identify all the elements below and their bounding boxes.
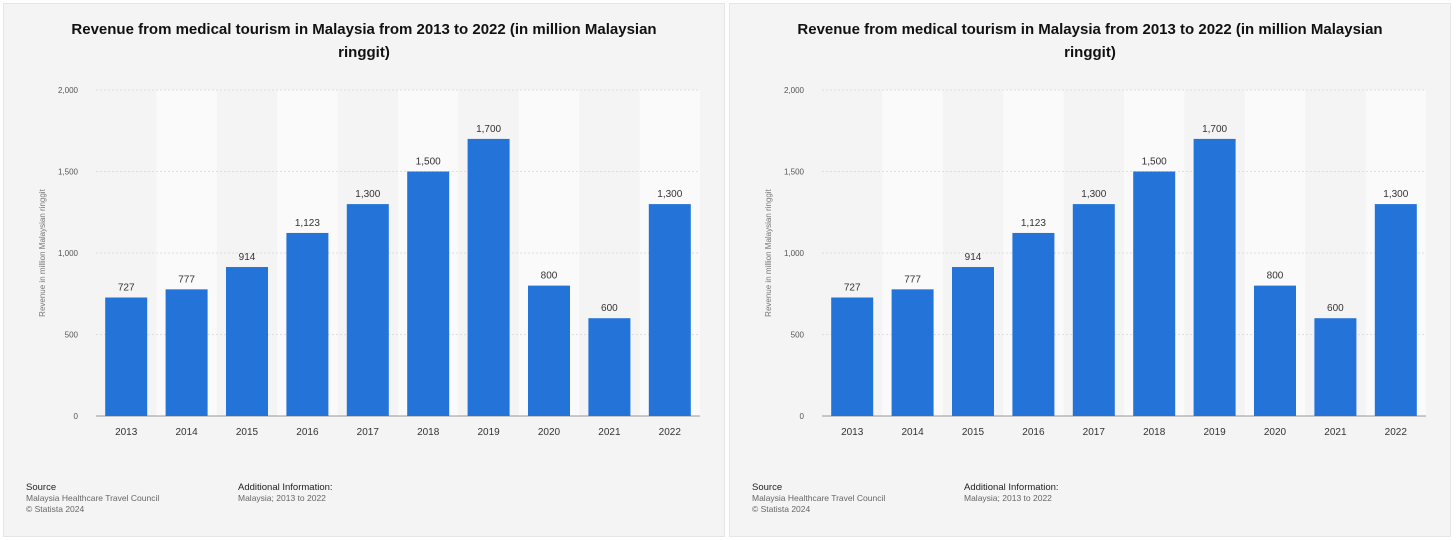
bar-2015[interactable] — [226, 267, 268, 416]
data-label: 1,500 — [1142, 157, 1167, 168]
data-label: 600 — [1327, 303, 1344, 314]
bar-2017[interactable] — [1072, 204, 1115, 416]
data-label: 1,300 — [1383, 189, 1408, 200]
bar-2021[interactable] — [1314, 318, 1357, 416]
y-axis-label: Revenue in million Malaysian ringgit — [764, 188, 773, 316]
bar-chart: 0 500 1,000 1,500 2,000 Revenue in million Ma… — [38, 86, 700, 438]
x-tick-label: 2015 — [236, 427, 259, 438]
bar-2016[interactable] — [286, 232, 329, 416]
y-tick-label: 1,500 — [784, 168, 805, 177]
bar-2022[interactable] — [648, 204, 691, 416]
y-tick-label: 2,000 — [784, 86, 805, 95]
bar-2018[interactable] — [407, 171, 450, 417]
y-tick-label: 0 — [800, 412, 805, 421]
x-tick-label: 2019 — [1203, 427, 1226, 438]
source-block: Source Malaysia Healthcare Travel Counci… — [752, 482, 885, 515]
copyright-line: © Statista 2024 — [26, 504, 85, 514]
bar-2014[interactable] — [165, 289, 208, 416]
additional-info-line: Malaysia; 2013 to 2022 — [964, 493, 1052, 503]
y-axis-label: Revenue in million Malaysian ringgit — [38, 188, 47, 316]
x-tick-label: 2018 — [1143, 427, 1166, 438]
additional-info-line: Malaysia; 2013 to 2022 — [238, 493, 326, 503]
bar-2013[interactable] — [105, 297, 148, 416]
y-tick-label: 1,000 — [58, 249, 79, 258]
chart-panel-left: Revenue from medical tourism in Malaysia… — [3, 3, 725, 537]
copyright-line: © Statista 2024 — [752, 504, 811, 514]
bar-2017[interactable] — [346, 204, 389, 416]
x-tick-label: 2017 — [1083, 427, 1106, 438]
data-label: 777 — [904, 274, 921, 285]
data-label: 1,700 — [1202, 124, 1227, 135]
x-tick-label: 2016 — [296, 427, 319, 438]
y-tick-label: 1,000 — [784, 249, 805, 258]
y-tick-label: 500 — [65, 331, 79, 340]
source-block: Source Malaysia Healthcare Travel Counci… — [26, 482, 159, 515]
bar-2020[interactable] — [1254, 285, 1296, 416]
x-tick-label: 2017 — [357, 427, 380, 438]
data-label: 914 — [239, 252, 256, 263]
y-tick-label: 500 — [791, 331, 805, 340]
bar-2015[interactable] — [952, 267, 994, 416]
x-tick-label: 2014 — [901, 427, 924, 438]
bar-2021[interactable] — [588, 318, 631, 416]
data-label: 1,300 — [657, 189, 682, 200]
y-tick-label: 1,500 — [58, 168, 79, 177]
bar-2016[interactable] — [1012, 232, 1055, 416]
x-tick-label: 2015 — [962, 427, 985, 438]
data-label: 600 — [601, 303, 618, 314]
data-label: 777 — [178, 274, 195, 285]
x-tick-label: 2020 — [1264, 427, 1287, 438]
x-tick-label: 2018 — [417, 427, 440, 438]
x-tick-label: 2013 — [115, 427, 138, 438]
additional-info-header: Additional Information: — [964, 482, 1059, 493]
y-tick-label: 2,000 — [58, 86, 79, 95]
bar-2020[interactable] — [528, 285, 570, 416]
source-line: Malaysia Healthcare Travel Council — [26, 493, 160, 503]
bar-2022[interactable] — [1374, 204, 1417, 416]
data-label: 727 — [118, 282, 135, 293]
bar-2018[interactable] — [1133, 171, 1176, 417]
bar-2014[interactable] — [891, 289, 934, 416]
data-label: 1,123 — [295, 218, 320, 229]
source-header: Source — [752, 482, 783, 493]
bar-2019[interactable] — [467, 138, 510, 416]
x-tick-label: 2013 — [841, 427, 864, 438]
source-line: Malaysia Healthcare Travel Council — [752, 493, 886, 503]
chart-title: Revenue from medical tourism in Malaysia… — [797, 21, 1383, 61]
data-label: 914 — [965, 252, 982, 263]
data-label: 727 — [844, 282, 861, 293]
source-header: Source — [26, 482, 57, 493]
y-tick-label: 0 — [74, 412, 79, 421]
data-label: 1,300 — [1081, 189, 1106, 200]
additional-info-block: Additional Information: Malaysia; 2013 t… — [238, 482, 333, 504]
x-tick-label: 2019 — [477, 427, 500, 438]
data-label: 1,500 — [416, 157, 441, 168]
x-tick-label: 2020 — [538, 427, 561, 438]
data-label: 1,700 — [476, 124, 501, 135]
data-label: 1,123 — [1021, 218, 1046, 229]
x-tick-label: 2021 — [1324, 427, 1347, 438]
x-tick-label: 2014 — [175, 427, 198, 438]
data-label: 1,300 — [355, 189, 380, 200]
additional-info-header: Additional Information: — [238, 482, 333, 493]
x-tick-label: 2022 — [659, 427, 682, 438]
data-label: 800 — [541, 271, 558, 282]
additional-info-block: Additional Information: Malaysia; 2013 t… — [964, 482, 1059, 504]
x-tick-label: 2021 — [598, 427, 621, 438]
data-label: 800 — [1267, 271, 1284, 282]
bar-2013[interactable] — [831, 297, 874, 416]
chart-title: Revenue from medical tourism in Malaysia… — [71, 21, 657, 61]
bar-2019[interactable] — [1193, 138, 1236, 416]
x-tick-label: 2016 — [1022, 427, 1045, 438]
bar-chart: 0 500 1,000 1,500 2,000 Revenue in million Ma… — [764, 86, 1426, 438]
x-tick-label: 2022 — [1385, 427, 1408, 438]
chart-panel-right: Revenue from medical tourism in Malaysia… — [729, 3, 1451, 537]
